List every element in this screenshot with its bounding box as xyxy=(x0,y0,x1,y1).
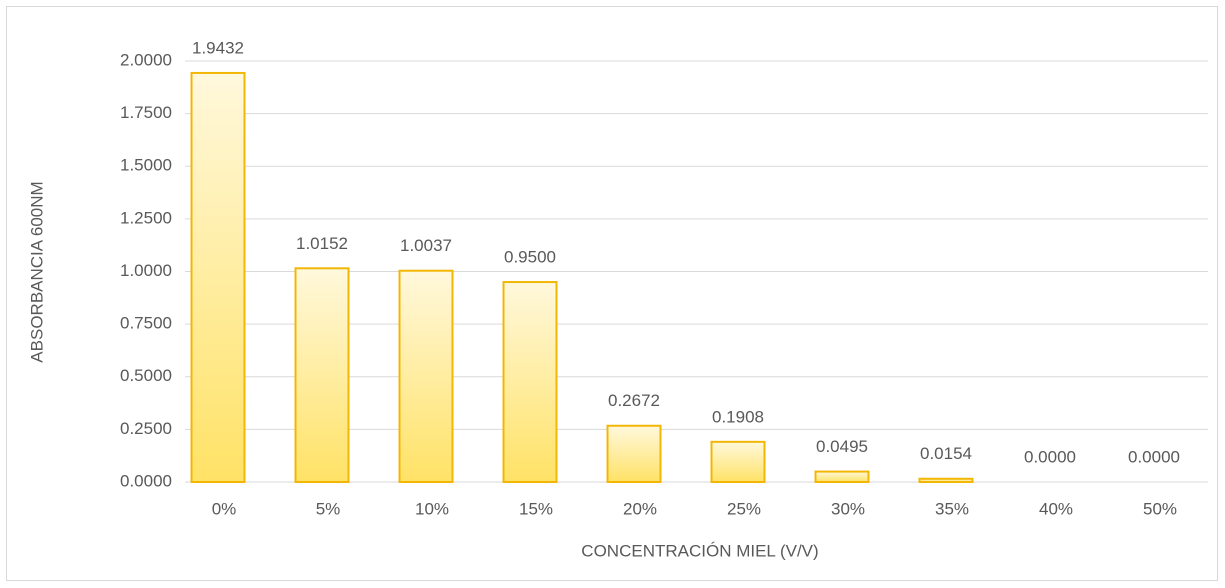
data-label: 0.0000 xyxy=(1128,447,1180,466)
x-tick-label: 40% xyxy=(1039,499,1073,518)
x-tick-label: 15% xyxy=(519,499,553,518)
data-label: 1.9432 xyxy=(192,38,244,57)
data-label: 0.1908 xyxy=(712,407,764,426)
bar xyxy=(190,71,246,484)
y-tick-label: 0.7500 xyxy=(120,314,172,333)
bar xyxy=(398,269,454,484)
bar xyxy=(606,424,662,483)
data-label: 0.0495 xyxy=(816,437,868,456)
data-label: 0.0154 xyxy=(920,444,972,463)
chart-frame xyxy=(6,6,1218,581)
x-axis-label: CONCENTRACIÓN MIEL (V/V) xyxy=(581,541,818,560)
data-label: 1.0037 xyxy=(400,236,452,255)
x-tick-label: 30% xyxy=(831,499,865,518)
bar xyxy=(710,440,766,484)
y-tick-label: 0.2500 xyxy=(120,419,172,438)
data-label: 0.2672 xyxy=(608,391,660,410)
x-tick-label: 5% xyxy=(316,499,341,518)
x-tick-label: 50% xyxy=(1143,499,1177,518)
y-axis-label: ABSORBANCIA 600NM xyxy=(27,181,46,362)
x-tick-label: 25% xyxy=(727,499,761,518)
y-tick-label: 0.5000 xyxy=(120,366,172,385)
bar xyxy=(814,470,870,484)
data-label: 0.0000 xyxy=(1024,447,1076,466)
x-tick-label: 10% xyxy=(415,499,449,518)
data-label: 0.9500 xyxy=(504,248,556,267)
y-tick-label: 1.2500 xyxy=(120,208,172,227)
bar xyxy=(918,477,974,484)
y-tick-label: 1.5000 xyxy=(120,156,172,175)
bar xyxy=(502,281,558,483)
x-tick-label: 35% xyxy=(935,499,969,518)
x-tick-label: 0% xyxy=(212,499,237,518)
data-label: 1.0152 xyxy=(296,234,348,253)
x-tick-label: 20% xyxy=(623,499,657,518)
bar xyxy=(294,267,350,484)
y-tick-label: 0.0000 xyxy=(120,471,172,490)
y-tick-label: 1.0000 xyxy=(120,261,172,280)
y-tick-label: 2.0000 xyxy=(120,50,172,69)
y-tick-label: 1.7500 xyxy=(120,103,172,122)
